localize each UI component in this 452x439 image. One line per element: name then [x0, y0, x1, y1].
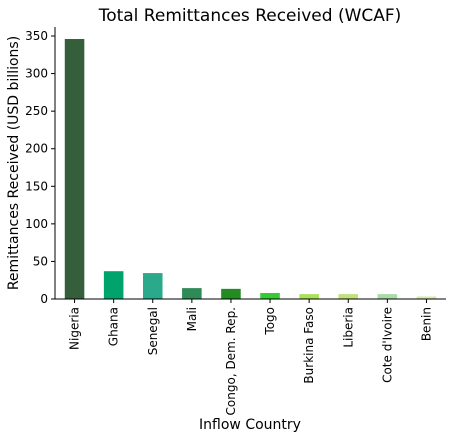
y-tick-label: 300	[25, 67, 48, 81]
x-tick-label-ghana: Ghana	[107, 307, 121, 346]
y-tick-label: 150	[25, 179, 48, 193]
bar-senegal	[142, 273, 163, 299]
bar-benin	[416, 296, 437, 299]
y-tick-label: 100	[25, 217, 48, 231]
bar-togo	[260, 292, 280, 299]
y-tick-label: 50	[33, 254, 48, 268]
y-axis-ticks: 0 50 100 150 200 250 300 350	[25, 29, 55, 306]
x-tick-label-togo: Togo	[263, 307, 277, 336]
y-axis-label: Remittances Received (USD billions)	[6, 36, 22, 290]
y-tick-label: 350	[25, 29, 48, 43]
chart-title: Total Remittances Received (WCAF)	[98, 6, 402, 26]
bar-nigeria	[64, 39, 85, 300]
x-axis-label: Inflow Country	[199, 417, 301, 433]
bar-cote-d-ivoire	[377, 294, 398, 299]
x-tick-label-liberia: Liberia	[341, 307, 355, 348]
x-tick-label-senegal: Senegal	[146, 307, 160, 355]
bar-congo-dem-rep	[221, 288, 241, 299]
y-tick-label: 250	[25, 104, 48, 118]
bar-liberia	[338, 294, 359, 299]
x-tick-label-mali: Mali	[185, 307, 199, 331]
bar-burkina-faso	[299, 294, 319, 299]
bar-ghana	[103, 271, 124, 299]
y-tick-label: 200	[25, 142, 48, 156]
x-tick-label-nigeria: Nigeria	[68, 307, 82, 350]
x-tick-label-congo-dem-rep: Congo, Dem. Rep.	[224, 307, 238, 415]
x-axis-ticks: Nigeria Ghana Senegal Mali Congo, Dem. Rep. T…	[68, 299, 433, 415]
y-tick-label: 0	[40, 292, 48, 306]
bar-mali	[182, 288, 202, 299]
x-tick-label-benin: Benin	[419, 307, 433, 341]
x-tick-label-burkina-faso: Burkina Faso	[302, 307, 316, 384]
bars-layer	[64, 39, 437, 300]
x-tick-label-cote-d-ivoire: Cote d'Ivoire	[380, 307, 394, 383]
